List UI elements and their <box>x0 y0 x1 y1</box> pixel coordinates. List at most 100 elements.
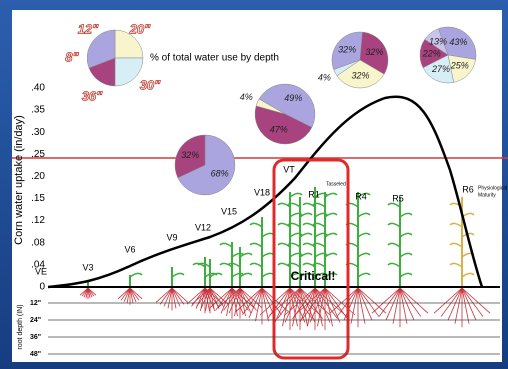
root <box>461 287 477 321</box>
stage-label: V15 <box>221 206 237 216</box>
pie-label: 32% <box>181 150 199 160</box>
root <box>209 287 224 307</box>
leaf <box>227 262 241 268</box>
leaf <box>387 202 401 208</box>
leaf <box>314 232 328 238</box>
stage-label: R6 <box>462 184 474 194</box>
root <box>223 287 241 311</box>
uptake-curve <box>47 95 484 289</box>
pie-label: 32% <box>338 44 356 54</box>
leaf <box>289 212 303 218</box>
y-tick-label: .15 <box>31 193 45 204</box>
root <box>399 287 415 321</box>
legend-depth: 20" <box>129 21 151 36</box>
leaf <box>312 242 326 248</box>
y-tick-label: .35 <box>31 105 45 116</box>
root <box>357 287 380 317</box>
leaf <box>277 242 291 248</box>
leaf <box>324 272 338 278</box>
leaf <box>302 222 316 228</box>
leaf <box>209 272 223 278</box>
root <box>200 287 211 309</box>
stage-label: VE <box>35 266 47 276</box>
leaf <box>324 252 338 258</box>
root-tick-label: 48" <box>30 351 41 358</box>
root <box>324 287 341 323</box>
leaf <box>287 242 301 248</box>
leaf <box>357 212 371 218</box>
root <box>228 287 241 314</box>
root <box>117 287 131 300</box>
leaf <box>357 192 371 198</box>
root <box>191 287 206 307</box>
pie-wedge <box>438 26 477 60</box>
root <box>357 287 366 324</box>
root-tick-label: 36" <box>30 334 41 341</box>
root <box>371 287 401 314</box>
leaf <box>357 272 371 278</box>
y-tick-label: .30 <box>31 127 45 138</box>
leaf <box>312 222 326 228</box>
leaf <box>312 202 326 208</box>
legend-depth: 8" <box>65 49 79 64</box>
root <box>129 287 137 302</box>
leaf <box>387 222 401 228</box>
leaf <box>357 232 371 238</box>
leaf <box>399 272 413 278</box>
leaf <box>461 232 475 238</box>
y-tick-label: .20 <box>31 171 45 182</box>
leaf <box>239 252 253 258</box>
root <box>261 287 282 315</box>
root <box>171 287 177 309</box>
y-tick-label: 0 <box>39 282 45 293</box>
pie-label: 47% <box>270 125 288 135</box>
y-tick-label: .04 <box>31 259 45 270</box>
root <box>392 287 401 324</box>
pie-wedge <box>177 134 236 196</box>
critical-label: Critical! <box>291 269 336 283</box>
root <box>309 287 326 323</box>
pie-label: 43% <box>449 37 467 47</box>
stage-label: V12 <box>195 222 211 232</box>
pie-wedge <box>359 31 389 75</box>
stage-label: R4 <box>355 191 367 201</box>
root <box>123 287 131 302</box>
leaf <box>399 212 413 218</box>
leaf <box>192 262 206 268</box>
root <box>261 287 269 322</box>
pie-label: 4% <box>240 92 253 102</box>
root <box>314 287 331 323</box>
root <box>242 287 263 315</box>
pie-label: 27% <box>431 64 450 74</box>
leaf <box>277 262 291 268</box>
root <box>274 287 291 323</box>
stage-label: V6 <box>124 244 135 254</box>
leaf <box>299 232 313 238</box>
root <box>433 287 463 314</box>
pie-label: 68% <box>211 169 229 179</box>
leaf <box>314 192 328 198</box>
root <box>186 287 206 305</box>
leaf <box>249 262 263 268</box>
leaf <box>324 192 338 198</box>
legend-title: % of total water use by depth <box>150 53 279 64</box>
root <box>191 287 211 305</box>
root-tick-label: 24" <box>30 317 41 324</box>
leaf <box>289 192 303 198</box>
pie-wedge <box>333 59 361 77</box>
leaf <box>314 252 328 258</box>
root <box>461 287 484 317</box>
root <box>357 287 387 314</box>
stage-label: R5 <box>392 193 404 203</box>
critical-box <box>272 158 350 360</box>
pie-label: 49% <box>284 93 302 103</box>
leaf <box>171 272 185 278</box>
root <box>447 287 463 321</box>
tasseled-note: Tasseled <box>326 181 346 187</box>
root <box>284 287 301 323</box>
pie-label: 25% <box>450 61 469 71</box>
root <box>129 287 140 301</box>
root <box>399 287 429 314</box>
pie-label: 32% <box>365 47 383 57</box>
root <box>294 287 326 316</box>
